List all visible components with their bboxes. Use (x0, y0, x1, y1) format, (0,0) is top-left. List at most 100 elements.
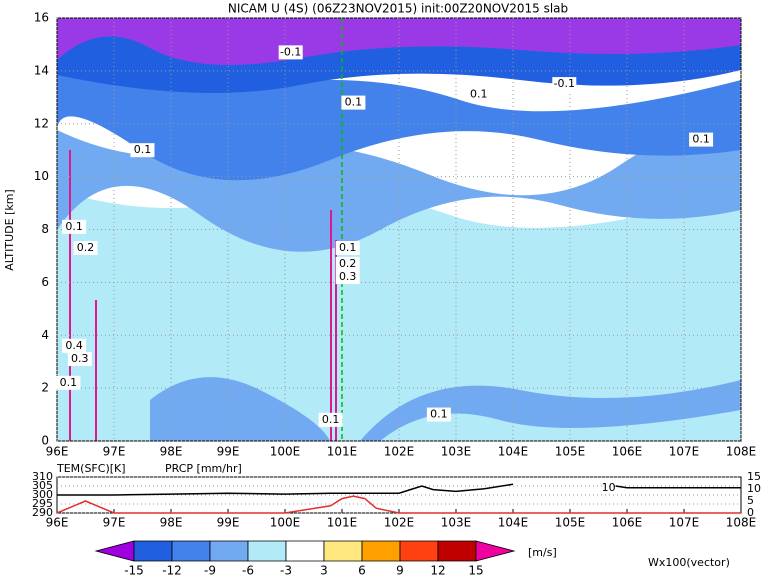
y-tick-label: 305 (32, 479, 53, 492)
colorbar-swatch (285, 540, 325, 562)
x-tick-label: 99E (217, 516, 240, 530)
y-tick-label: 4 (41, 328, 49, 342)
contour-label: 0.3 (71, 352, 89, 365)
y2-tick-label: 5 (747, 494, 754, 507)
annotation: 10 (602, 481, 616, 494)
y-axis-label: ALTITUDE [km] (3, 189, 16, 270)
x-tick-label: 102E (384, 445, 415, 459)
x-tick-label: 106E (612, 516, 643, 530)
colorbar-label: -12 (162, 564, 182, 575)
colorbar-label: 3 (320, 564, 328, 575)
y-tick-label: 290 (32, 506, 53, 519)
y-tick-label: 2 (41, 381, 49, 395)
annotation-bg (73, 241, 98, 256)
x-tick-label: 97E (103, 516, 126, 530)
contour-label: 0.3 (339, 270, 357, 283)
annotation-bg (130, 143, 155, 158)
x-tick-label: 98E (160, 516, 183, 530)
y-tick-label: 0 (41, 434, 49, 448)
annotation-bg (318, 412, 343, 427)
chart-title: NICAM U (4S) (06Z23NOV2015) init:00Z20NO… (228, 2, 568, 16)
contour-label: 0.4 (65, 339, 83, 352)
colorbar-swatch (133, 540, 173, 562)
annotation-bg (56, 375, 81, 390)
series-line (56, 495, 741, 514)
contour-label: 0.1 (345, 96, 363, 109)
x-tick-label: 104E (498, 516, 529, 530)
contour-label: 0.1 (430, 408, 448, 421)
annotation-bg (552, 77, 577, 92)
y-tick-label: 300 (32, 488, 53, 501)
y-tick-label: 10 (34, 169, 49, 183)
x-tick-label: 106E (612, 445, 643, 459)
colorbar-label: -3 (280, 564, 292, 575)
x-tick-label: 100E (270, 445, 301, 459)
colorbar-swatch (171, 540, 211, 562)
contour-label: 0.1 (692, 133, 710, 146)
annotation-bg (689, 132, 714, 147)
annotation-bg (335, 241, 360, 256)
x-tick-label: 98E (160, 445, 183, 459)
x-tick-label: 108E (726, 516, 757, 530)
y-tick-label: 12 (34, 116, 49, 130)
x-tick-label: 99E (217, 445, 240, 459)
vector-note: Wx100(vector) (648, 556, 730, 569)
annotation-bg (62, 338, 87, 353)
contour-label: 0.1 (134, 143, 152, 156)
x-tick-label: 105E (555, 516, 586, 530)
y-tick-label: 310 (32, 470, 53, 483)
x-tick-label: 97E (103, 445, 126, 459)
legend-entry: PRCP [mm/hr] (165, 462, 242, 475)
contour-label: -0.1 (554, 77, 575, 90)
legend-entry: TEM(SFC)[K] (56, 462, 126, 475)
colorbar-swatch (247, 540, 287, 562)
x-tick-label: 101E (327, 516, 358, 530)
contour-label: 0.1 (60, 376, 78, 389)
annotation-bg (466, 87, 491, 102)
x-tick-label: 103E (441, 516, 472, 530)
x-tick-label: 96E (46, 516, 69, 530)
annotation-bg (62, 219, 87, 234)
contour-label: 0.2 (339, 257, 357, 270)
y-tick-label: 14 (34, 63, 49, 77)
x-tick-label: 105E (555, 445, 586, 459)
colorbar-label: 9 (396, 564, 404, 575)
colorbar-swatch (475, 540, 516, 562)
x-tick-label: 100E (270, 516, 301, 530)
colorbar-label: -9 (204, 564, 216, 575)
x-tick-label: 104E (498, 445, 529, 459)
x-tick-label: 96E (46, 445, 69, 459)
contour-label: -0.1 (280, 45, 301, 58)
x-tick-label: 108E (726, 445, 757, 459)
colorbar-swatch (94, 540, 135, 562)
annotation-bg (341, 95, 366, 110)
annotation-bg (67, 352, 92, 367)
contour-label: 0.1 (65, 220, 83, 233)
y2-tick-label: 10 (747, 482, 761, 495)
annotation-bg (278, 45, 303, 60)
x-tick-label: 107E (669, 445, 700, 459)
colorbar-label: -6 (242, 564, 254, 575)
colorbar-label: 12 (430, 564, 445, 575)
colorbar-label: 15 (468, 564, 483, 575)
y-tick-label: 8 (41, 222, 49, 236)
wind-field (57, 18, 741, 441)
contour-label: 0.2 (77, 241, 95, 254)
y-tick-label: 16 (34, 11, 49, 25)
x-tick-label: 102E (384, 516, 415, 530)
series-line (57, 483, 741, 496)
contour-label: 0.1 (339, 241, 357, 254)
y-tick-label: 295 (32, 497, 53, 510)
x-tick-label: 103E (441, 445, 472, 459)
colorbar-label: 6 (358, 564, 366, 575)
annotation-bg (426, 407, 451, 422)
annotation-bg (335, 270, 360, 285)
colorbar-swatch (437, 540, 477, 562)
x-tick-label: 101E (327, 445, 358, 459)
y2-tick-label: 0 (747, 506, 754, 519)
colorbar-unit: [m/s] (528, 546, 557, 559)
contour-label: 0.1 (322, 413, 340, 426)
colorbar-swatch (323, 540, 363, 562)
annotation-bg (335, 256, 360, 271)
